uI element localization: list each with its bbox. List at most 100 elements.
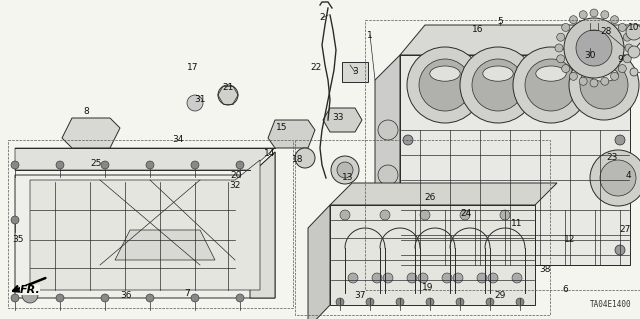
Circle shape (442, 273, 452, 283)
Circle shape (348, 273, 358, 283)
Circle shape (625, 44, 633, 52)
Circle shape (418, 273, 428, 283)
Circle shape (366, 298, 374, 306)
Bar (295, 140, 550, 315)
Text: 36: 36 (120, 291, 132, 300)
Polygon shape (400, 55, 630, 265)
Polygon shape (15, 148, 275, 170)
Circle shape (336, 298, 344, 306)
Text: 9: 9 (617, 56, 623, 64)
Text: 22: 22 (310, 63, 322, 72)
Text: TA04E1400: TA04E1400 (590, 300, 632, 309)
Bar (8, 140, 293, 308)
Circle shape (579, 77, 587, 85)
Circle shape (56, 161, 64, 169)
Text: 23: 23 (606, 153, 618, 162)
Circle shape (601, 11, 609, 19)
Circle shape (618, 23, 627, 32)
Text: 5: 5 (497, 18, 503, 26)
Ellipse shape (536, 66, 566, 81)
Circle shape (426, 298, 434, 306)
Polygon shape (400, 25, 640, 55)
Circle shape (11, 294, 19, 302)
Circle shape (396, 298, 404, 306)
Bar (365, 20, 640, 290)
Ellipse shape (483, 66, 513, 81)
Circle shape (488, 273, 498, 283)
Text: 11: 11 (511, 219, 523, 228)
Circle shape (407, 273, 417, 283)
Circle shape (516, 298, 524, 306)
Circle shape (513, 47, 589, 123)
Circle shape (146, 294, 154, 302)
Circle shape (101, 294, 109, 302)
Circle shape (419, 59, 471, 111)
Polygon shape (308, 205, 330, 319)
Text: 13: 13 (342, 174, 354, 182)
Text: 2: 2 (319, 13, 325, 23)
Text: 32: 32 (229, 182, 241, 190)
Text: 15: 15 (276, 123, 288, 132)
Polygon shape (250, 152, 275, 298)
Text: 3: 3 (352, 68, 358, 77)
Circle shape (378, 210, 398, 230)
Circle shape (564, 18, 624, 78)
Circle shape (146, 161, 154, 169)
Circle shape (600, 160, 636, 196)
Text: 21: 21 (222, 84, 234, 93)
Circle shape (611, 16, 619, 24)
Circle shape (403, 245, 413, 255)
Text: 16: 16 (472, 26, 484, 34)
Circle shape (22, 287, 38, 303)
Circle shape (56, 294, 64, 302)
Circle shape (403, 190, 413, 200)
Ellipse shape (430, 66, 460, 81)
Circle shape (380, 210, 390, 220)
Text: 20: 20 (230, 170, 242, 180)
Text: 12: 12 (564, 235, 576, 244)
Circle shape (628, 46, 640, 58)
Circle shape (500, 210, 510, 220)
Circle shape (486, 298, 494, 306)
Circle shape (623, 55, 631, 63)
Circle shape (11, 161, 19, 169)
Circle shape (557, 33, 564, 41)
Text: 8: 8 (83, 108, 89, 116)
Circle shape (191, 294, 199, 302)
Circle shape (611, 72, 619, 80)
Circle shape (420, 210, 430, 220)
Circle shape (580, 61, 628, 109)
Polygon shape (62, 118, 120, 148)
Circle shape (218, 85, 238, 105)
Polygon shape (323, 108, 362, 132)
Circle shape (569, 50, 639, 120)
Text: 18: 18 (292, 155, 304, 165)
Text: 29: 29 (494, 291, 506, 300)
Text: FR.: FR. (20, 285, 40, 295)
Circle shape (570, 16, 577, 24)
Circle shape (378, 165, 398, 185)
Circle shape (236, 161, 244, 169)
Circle shape (403, 135, 413, 145)
Text: 17: 17 (188, 63, 199, 72)
Circle shape (555, 44, 563, 52)
Polygon shape (15, 152, 275, 298)
Circle shape (576, 30, 612, 66)
Circle shape (331, 156, 359, 184)
Polygon shape (330, 183, 557, 205)
Polygon shape (30, 160, 260, 290)
Text: 30: 30 (584, 50, 596, 60)
Circle shape (562, 23, 570, 32)
Text: 33: 33 (332, 114, 344, 122)
Circle shape (590, 9, 598, 17)
Circle shape (460, 210, 470, 220)
Text: 25: 25 (90, 159, 102, 167)
Circle shape (472, 59, 524, 111)
Circle shape (570, 72, 577, 80)
Ellipse shape (590, 68, 618, 81)
Circle shape (623, 33, 631, 41)
Circle shape (460, 47, 536, 123)
Text: 24: 24 (460, 209, 472, 218)
Circle shape (477, 273, 487, 283)
Polygon shape (375, 55, 400, 290)
